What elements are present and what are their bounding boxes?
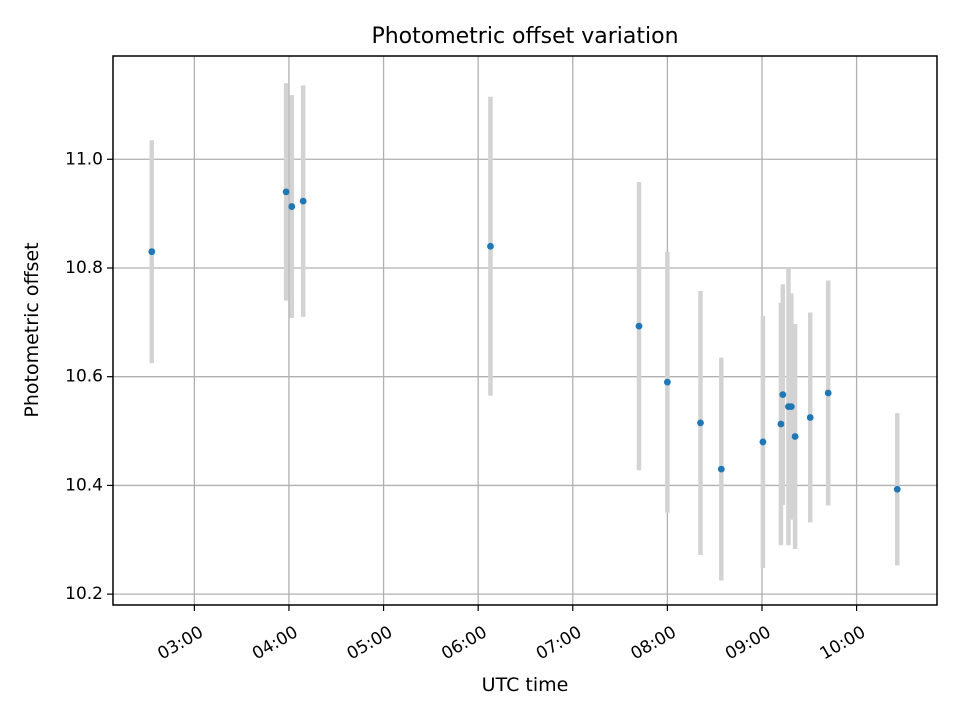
x-tick-label: 09:00	[722, 622, 774, 664]
x-tick-label: 03:00	[154, 622, 206, 664]
data-point	[777, 420, 785, 428]
y-tick-label: 11.0	[65, 149, 103, 169]
x-tick-label: 04:00	[249, 622, 301, 664]
data-point	[299, 197, 307, 205]
y-tick-label: 10.4	[65, 475, 103, 495]
chart-title: Photometric offset variation	[371, 24, 678, 49]
data-point	[148, 248, 156, 256]
x-tick-label: 10:00	[817, 622, 869, 664]
x-tick-label: 07:00	[533, 622, 585, 664]
x-tick-label: 05:00	[344, 622, 396, 664]
plot-frame	[112, 55, 938, 606]
data-points	[148, 188, 901, 493]
data-point	[787, 403, 795, 410]
data-point	[893, 485, 901, 493]
y-tick-label: 10.8	[65, 258, 103, 278]
data-point	[759, 438, 767, 446]
data-point	[791, 433, 799, 440]
x-tick-label: 06:00	[438, 622, 490, 664]
y-axis-label: Photometric offset	[21, 242, 43, 417]
y-tick-label: 10.6	[65, 367, 103, 387]
data-point	[824, 389, 832, 397]
data-point	[288, 203, 296, 210]
error-bars	[149, 83, 900, 581]
y-tick-label: 10.2	[65, 584, 103, 604]
data-point	[487, 242, 494, 250]
data-point	[779, 391, 787, 399]
x-axis-label: UTC time	[482, 674, 569, 696]
data-point	[806, 414, 814, 421]
data-point	[663, 378, 671, 386]
data-point	[635, 322, 643, 330]
data-point	[717, 465, 725, 473]
grid	[113, 56, 937, 605]
x-tick-label: 08:00	[627, 622, 679, 664]
axis-ticks: 03:00 04:00 05:00 06:00 07:00 08:00 09:00 10:00…	[65, 149, 869, 664]
data-point	[697, 419, 704, 427]
data-point	[282, 188, 290, 196]
